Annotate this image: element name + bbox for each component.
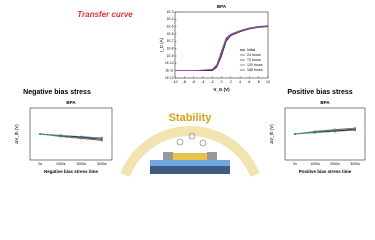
x-tick-label: 0s: [38, 162, 42, 166]
x-tick-label: 8: [258, 80, 260, 84]
arc: [120, 125, 260, 177]
x-axis-label: Negative bias stress time: [44, 169, 99, 174]
figure: Stability Transfer curve BPA I_D (A) V_G (V…: [14, 4, 366, 177]
point: [100, 138, 103, 141]
legend-label: 168 hours: [247, 68, 263, 72]
legend-label: 120 hours: [247, 63, 263, 67]
y-tick-label: 1E-8: [167, 47, 174, 51]
x-tick-label: 3000s: [350, 162, 360, 166]
x-tick-label: 1000s: [310, 162, 320, 166]
y-tick-label: 1E-11: [165, 69, 173, 73]
y-tick-label: 1E-3: [167, 10, 174, 14]
x-tick-label: 1000s: [56, 162, 66, 166]
point: [314, 130, 316, 133]
x-tick-label: -2: [211, 80, 214, 84]
y-axis-label: ΔV_th (V): [14, 124, 19, 144]
x-tick-label: -8: [183, 80, 186, 84]
device-diagram: [150, 132, 230, 174]
point: [354, 127, 356, 130]
x-tick-label: 3000s: [97, 162, 107, 166]
y-tick-label: 1E-5: [167, 25, 174, 29]
chart-heading: Negative bias stress: [23, 89, 91, 96]
y-axis-label: ΔV_th (V): [269, 124, 274, 144]
y-axis-label: I_D (A): [159, 37, 164, 52]
chart-title: BPA: [66, 100, 76, 105]
x-tick-label: 2000s: [330, 162, 340, 166]
y-tick-label: 1E-4: [167, 17, 174, 21]
x-tick-label: 2: [230, 80, 232, 84]
x-tick-label: 10: [266, 80, 270, 84]
stability-title: Stability: [169, 112, 213, 124]
series-line: [175, 25, 269, 72]
series-line: [294, 128, 356, 135]
point: [100, 136, 103, 139]
point: [59, 135, 62, 138]
chart-title: BPA: [217, 4, 227, 9]
x-tick-label: 6: [248, 80, 250, 84]
chart-title: BPA: [320, 100, 330, 105]
plot-frame: [174, 11, 269, 79]
series-line: [40, 133, 102, 139]
y-tick-label: 1E-10: [165, 61, 174, 65]
y-tick-label: 1E-9: [167, 54, 174, 58]
chart-heading: Transfer curve: [77, 10, 133, 19]
x-tick-label: -10: [172, 80, 177, 84]
legend-label: 72 hours: [247, 58, 261, 62]
x-tick-label: -4: [201, 80, 204, 84]
x-tick-label: 0s: [293, 162, 297, 166]
y-tick-label: 1E-12: [165, 76, 174, 80]
x-axis-label: V_G (V): [213, 87, 230, 92]
y-tick-label: 1E-6: [167, 32, 174, 36]
chart-heading: Positive bias stress: [287, 89, 352, 96]
point: [334, 129, 336, 132]
point: [294, 133, 296, 135]
x-tick-label: 2000s: [76, 162, 86, 166]
legend-label: Initial: [247, 48, 255, 52]
legend-label: 24 hours: [247, 53, 261, 57]
point: [80, 136, 83, 139]
x-axis-label: Positive bias stress time: [299, 169, 352, 174]
point: [39, 133, 42, 135]
x-tick-label: 0: [221, 80, 223, 84]
series-line: [294, 129, 356, 135]
x-tick-label: 4: [239, 80, 241, 84]
y-tick-label: 1E-7: [167, 39, 174, 43]
series-line: [40, 133, 102, 141]
x-tick-label: -6: [192, 80, 195, 84]
